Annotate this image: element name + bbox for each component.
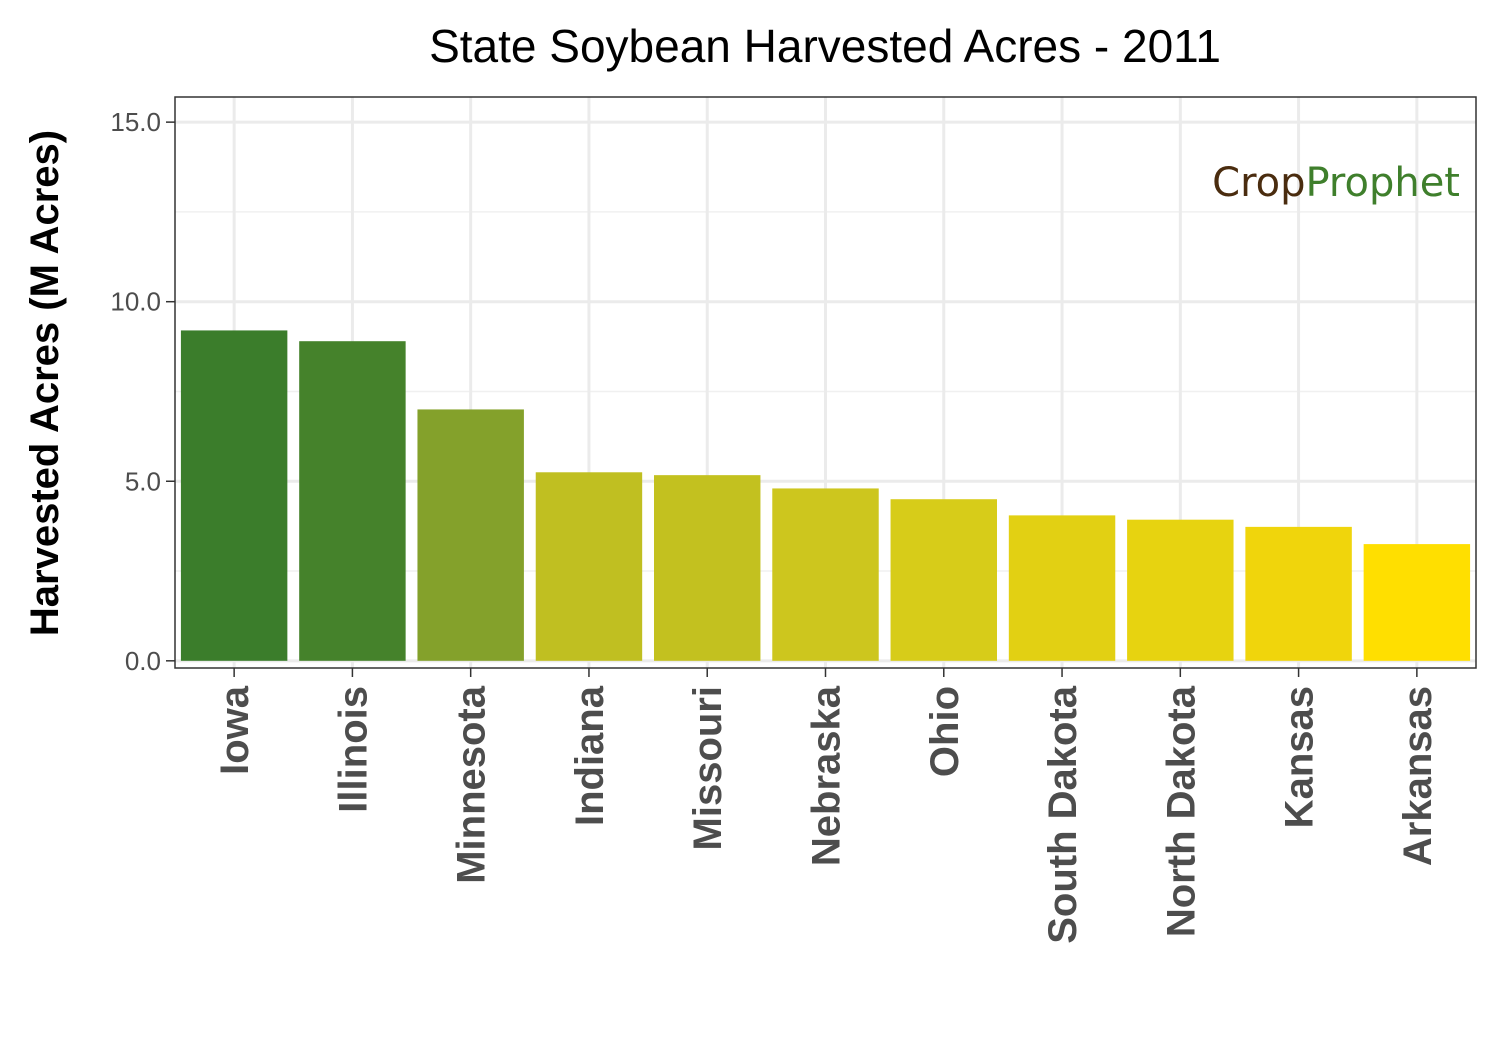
y-tick-label: 15.0: [110, 107, 161, 137]
bar-arkansas: [1363, 544, 1471, 661]
x-tick-label: Minnesota: [450, 685, 494, 884]
bar-minnesota: [417, 409, 524, 661]
logo-crop: Crop: [1212, 160, 1305, 206]
logo-text: CropProphet: [1212, 160, 1460, 206]
bar-indiana: [535, 472, 643, 661]
bar-missouri: [654, 475, 761, 661]
plot-panel: [174, 96, 1477, 669]
y-tick-label: 5.0: [125, 466, 161, 496]
x-tick-label: Nebraska: [805, 685, 849, 866]
y-tick-label: 0.0: [125, 646, 161, 676]
y-axis-title: Harvested Acres (M Acres): [23, 130, 67, 636]
x-tick-label: North Dakota: [1159, 685, 1203, 937]
bar-illinois: [299, 341, 406, 661]
x-tick-label: Illinois: [331, 686, 375, 813]
x-tick-label: Missouri: [686, 686, 730, 850]
y-axis: 0.0 5.0 10.0 15.0: [110, 107, 175, 676]
bar-nebraska: [772, 488, 879, 661]
x-tick-label: Iowa: [213, 685, 257, 775]
logo-prophet: Prophet: [1306, 160, 1461, 206]
x-tick-label: South Dakota: [1041, 685, 1085, 944]
chart-title: State Soybean Harvested Acres - 2011: [429, 20, 1221, 72]
bars: [180, 330, 1471, 661]
x-axis: Iowa Illinois Minnesota Indiana Missouri Nebr…: [213, 668, 1440, 944]
bar-kansas: [1245, 526, 1352, 661]
x-tick-label: Indiana: [568, 685, 612, 826]
x-tick-label: Arkansas: [1396, 686, 1440, 866]
bar-ohio: [890, 499, 997, 661]
cropprophet-logo: CropProphet: [1212, 160, 1460, 206]
bar-iowa: [180, 330, 288, 661]
x-tick-label: Ohio: [923, 686, 967, 777]
bar-north-dakota: [1127, 519, 1234, 661]
bar-south-dakota: [1008, 515, 1116, 661]
y-tick-label: 10.0: [110, 287, 161, 317]
x-tick-label: Kansas: [1278, 686, 1322, 828]
